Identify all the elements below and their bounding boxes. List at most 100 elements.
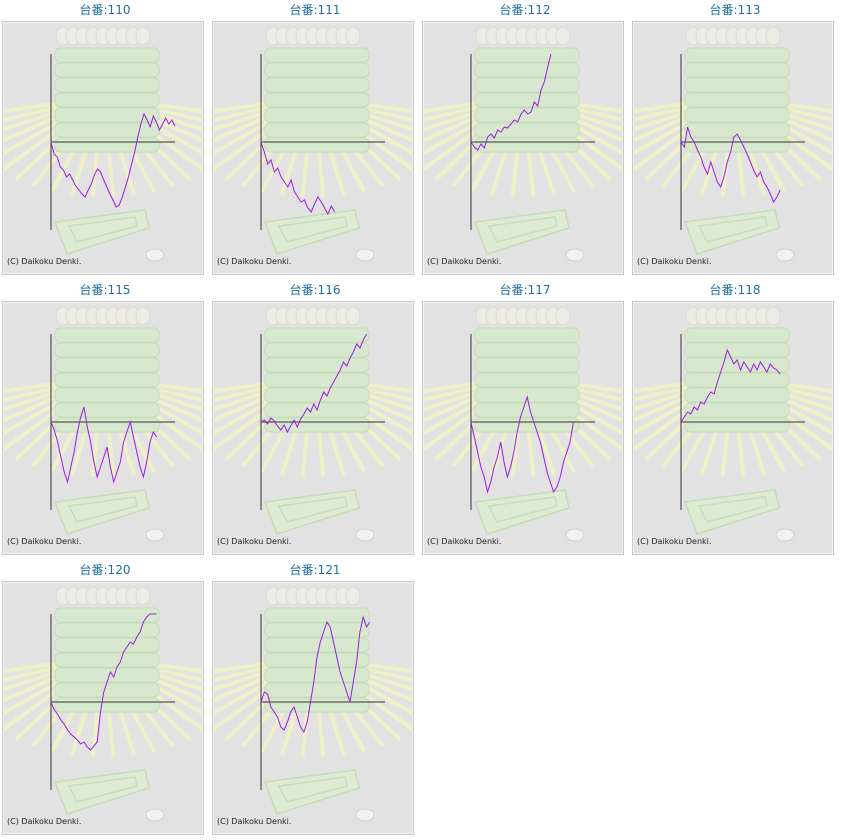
payout-line — [470, 53, 552, 151]
background-tray-layer — [684, 137, 790, 153]
machine-number-link[interactable]: 台番:120 — [79, 563, 131, 577]
graph-canvas — [3, 586, 203, 822]
copyright-text: (C) Daikoku Denki. — [427, 537, 502, 546]
graph-canvas — [213, 26, 413, 262]
background-tray-layer — [264, 622, 370, 638]
background-tray-layer — [474, 387, 580, 403]
payout-line — [260, 333, 368, 434]
background-tray-layer — [54, 122, 160, 138]
background-base-tray-inner — [487, 496, 558, 523]
background-tray-layer — [264, 327, 370, 343]
payout-graph[interactable]: (C) Daikoku Denki. — [2, 301, 204, 555]
machine-number-link[interactable]: 台番:110 — [79, 3, 131, 17]
payout-line — [680, 126, 781, 204]
machine-number-link[interactable]: 台番:113 — [709, 3, 761, 17]
background-tray-layer — [54, 652, 160, 668]
payout-graph[interactable]: (C) Daikoku Denki. — [212, 301, 414, 555]
background-tray-layer — [684, 107, 790, 123]
background-tray-layer — [264, 357, 370, 373]
background-medal — [355, 528, 375, 542]
background-tray-layer — [264, 77, 370, 93]
background-tray-layer — [54, 62, 160, 78]
background-tray-layer — [54, 387, 160, 403]
graph-canvas — [633, 306, 833, 542]
machine-number-link[interactable]: 台番:116 — [289, 283, 341, 297]
background-base-tray — [53, 769, 150, 815]
copyright-text: (C) Daikoku Denki. — [7, 817, 82, 826]
background-tray-layer — [54, 667, 160, 683]
payout-line — [50, 406, 158, 484]
background-tray-layer — [474, 107, 580, 123]
background-tray-layer — [264, 137, 370, 153]
background-tray-layer — [54, 372, 160, 388]
machine-card: 台番:120 (C) Daikoku Denki. — [0, 560, 210, 840]
background-tray-layer — [684, 387, 790, 403]
background-medal — [565, 248, 585, 262]
background-base-tray — [683, 209, 780, 255]
graph-canvas — [3, 306, 203, 542]
background-crown — [135, 26, 151, 46]
background-tray-layer — [474, 417, 580, 433]
payout-graph[interactable]: (C) Daikoku Denki. — [632, 21, 834, 275]
background-base-tray — [53, 489, 150, 535]
background-base-tray — [473, 209, 570, 255]
background-base-tray — [683, 489, 780, 535]
machine-card: 台番:121 (C) Daikoku Denki. — [210, 560, 420, 840]
payout-line — [260, 615, 371, 734]
background-base-tray-inner — [487, 216, 558, 243]
background-tray-layer — [54, 402, 160, 418]
background-base-tray — [263, 489, 360, 535]
payout-graph[interactable]: (C) Daikoku Denki. — [2, 21, 204, 275]
machine-card: 台番:117 (C) Daikoku Denki. — [420, 280, 630, 560]
background-tray-layer — [474, 62, 580, 78]
payout-graph[interactable]: (C) Daikoku Denki. — [632, 301, 834, 555]
background-crown — [135, 586, 151, 606]
background-tray-layer — [264, 372, 370, 388]
background-tray-layer — [54, 137, 160, 153]
graph-canvas — [213, 586, 413, 822]
payout-graph[interactable]: (C) Daikoku Denki. — [212, 581, 414, 835]
graph-canvas — [633, 26, 833, 262]
background-medal — [775, 248, 795, 262]
background-tray-layer — [684, 417, 790, 433]
payout-line — [50, 613, 157, 751]
background-medal — [145, 808, 165, 822]
background-tray-layer — [474, 372, 580, 388]
payout-graph[interactable]: (C) Daikoku Denki. — [422, 301, 624, 555]
background-tray-layer — [264, 387, 370, 403]
payout-graph[interactable]: (C) Daikoku Denki. — [422, 21, 624, 275]
background-tray-layer — [54, 697, 160, 713]
payout-line — [470, 395, 574, 494]
background-tray-layer — [264, 47, 370, 63]
payout-graph[interactable]: (C) Daikoku Denki. — [212, 21, 414, 275]
background-crown — [345, 306, 361, 326]
machine-number-link[interactable]: 台番:115 — [79, 283, 131, 297]
machine-number-link[interactable]: 台番:112 — [499, 3, 551, 17]
background-tray-layer — [54, 357, 160, 373]
background-tray-layer — [684, 77, 790, 93]
background-crown — [555, 26, 571, 46]
machine-card: 台番:115 (C) Daikoku Denki. — [0, 280, 210, 560]
payout-graph[interactable]: (C) Daikoku Denki. — [2, 581, 204, 835]
copyright-text: (C) Daikoku Denki. — [217, 537, 292, 546]
background-tray-layer — [474, 137, 580, 153]
background-tray-layer — [474, 342, 580, 358]
background-base-tray-inner — [697, 216, 768, 243]
background-medal — [775, 528, 795, 542]
background-tray-layer — [264, 667, 370, 683]
background-tray-layer — [474, 357, 580, 373]
background-tray-layer — [54, 622, 160, 638]
background-tray-layer — [684, 402, 790, 418]
background-base-tray — [473, 489, 570, 535]
background-tray-layer — [54, 342, 160, 358]
machine-number-link[interactable]: 台番:118 — [709, 283, 761, 297]
machine-number-link[interactable]: 台番:121 — [289, 563, 341, 577]
background-tray-layer — [474, 402, 580, 418]
machine-number-link[interactable]: 台番:111 — [289, 3, 341, 17]
background-crown — [345, 26, 361, 46]
machine-number-link[interactable]: 台番:117 — [499, 283, 551, 297]
background-base-tray-inner — [277, 776, 348, 803]
background-tray-layer — [474, 92, 580, 108]
machine-card: 台番:112 (C) Daikoku Denki. — [420, 0, 630, 280]
graph-canvas — [423, 26, 623, 262]
